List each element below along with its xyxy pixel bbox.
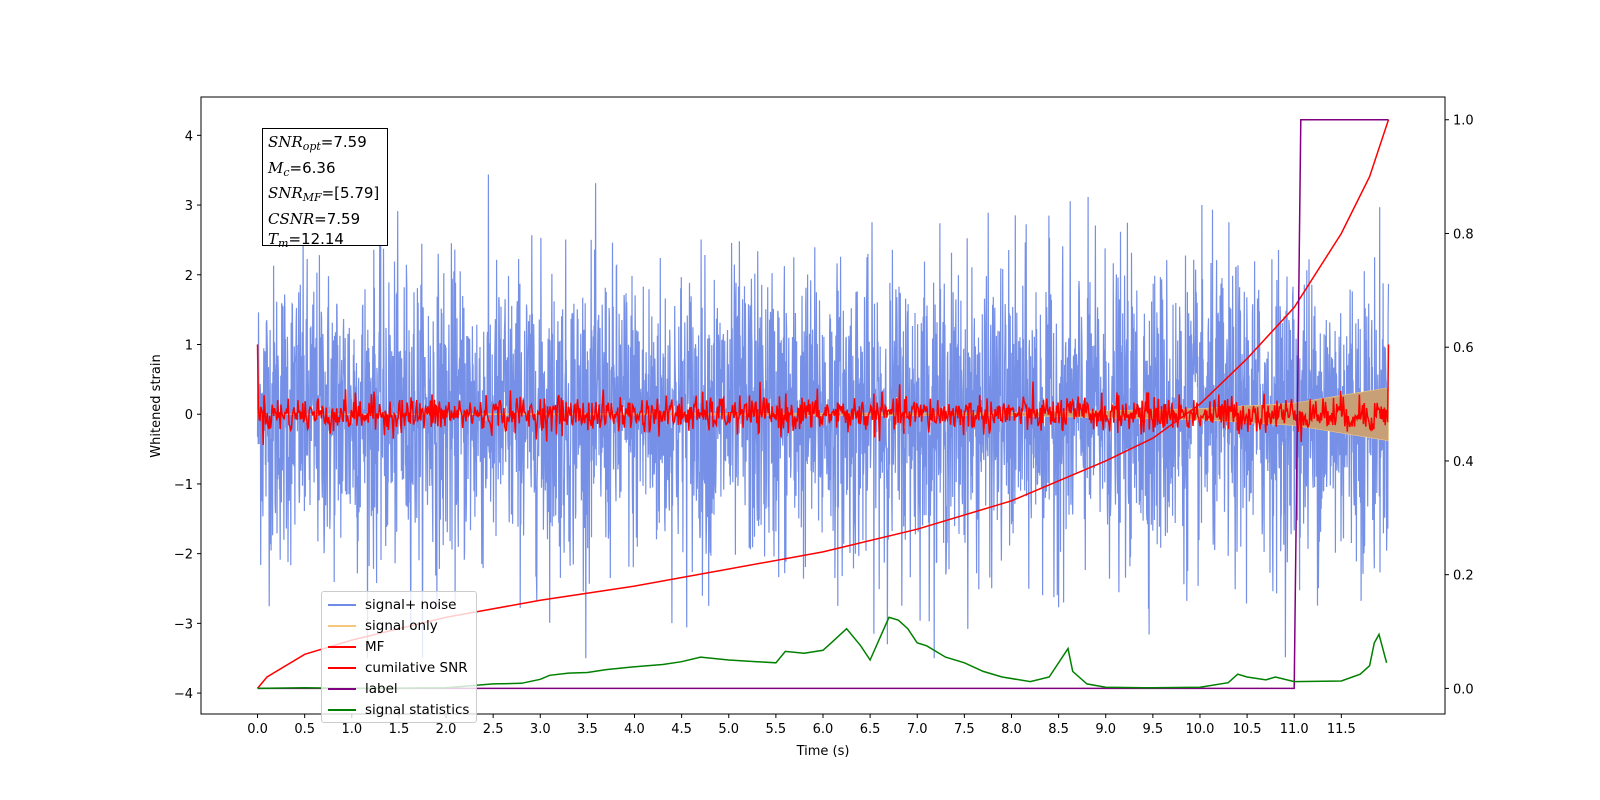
legend-item-signal-only: signal only [328,615,476,636]
x-tick-label: 11.0 [1280,722,1309,737]
legend: signal+ noise signal only MF cumilative … [321,591,477,723]
x-tick-label: 9.0 [1095,722,1116,737]
legend-swatch [328,666,356,669]
x-tick-label: 6.5 [860,722,881,737]
x-axis-label: Time (s) [796,744,850,759]
x-tick-label: 10.0 [1185,722,1214,737]
plot-area [256,118,1390,690]
snr-opt-line: SNRopt=7.59 [268,133,367,153]
x-tick-label: 0.0 [247,722,268,737]
legend-swatch [328,645,356,648]
x-tick-label: 6.0 [813,722,834,737]
series-mf [256,344,1390,445]
y-tick-label: −4 [174,687,193,702]
legend-swatch [328,624,356,627]
y-axis-left: −4 −3 −2 −1 0 1 2 3 4 [174,129,201,702]
snr-mf-line: SNRMF=[5.79] [268,184,380,204]
x-tick-label: 3.5 [577,722,598,737]
y-tick-label: −1 [174,478,193,493]
x-tick-label: 5.0 [718,722,739,737]
y-tick-label: 1 [185,338,193,353]
y2-tick-label: 0.0 [1453,682,1474,697]
x-tick-label: 8.5 [1048,722,1069,737]
y-tick-label: −2 [174,548,193,563]
mc-line: Mc=6.36 [268,158,336,179]
legend-swatch [328,708,356,711]
y-axis-right: 0.0 0.2 0.4 0.6 0.8 1.0 [1445,114,1474,697]
snr-info-box: SNRopt=7.59 Mc=6.36 SNRMF=[5.79] CSNR=7.… [262,128,388,250]
y-tick-label: 0 [185,408,193,423]
x-tick-label: 11.5 [1327,722,1356,737]
y2-tick-label: 1.0 [1453,114,1474,129]
legend-swatch [328,687,356,690]
y2-tick-label: 0.4 [1453,455,1474,470]
x-tick-label: 10.5 [1233,722,1262,737]
x-tick-label: 8.0 [1001,722,1022,737]
y2-tick-label: 0.8 [1453,227,1474,242]
series-signal-noise [256,174,1390,659]
x-axis: 0.0 0.5 1.0 1.5 2.0 2.5 3.0 3.5 4.0 4.5 5.0 5.5 6.0 6… [247,714,1356,737]
legend-item-signal-statistics: signal statistics [328,699,476,720]
x-tick-label: 5.5 [766,722,787,737]
legend-item-signal-noise: signal+ noise [328,594,476,615]
x-tick-label: 4.5 [671,722,692,737]
x-tick-label: 2.0 [436,722,457,737]
x-tick-label: 3.0 [530,722,551,737]
legend-item-cumulative-snr: cumilative SNR [328,657,476,678]
x-tick-label: 1.5 [389,722,410,737]
legend-item-label: label [328,678,476,699]
legend-item-mf: MF [328,636,476,657]
y2-tick-label: 0.6 [1453,341,1474,356]
x-tick-label: 0.5 [294,722,315,737]
x-tick-label: 9.5 [1143,722,1164,737]
y-tick-label: 2 [185,269,193,284]
tm-line: Tm=12.14 [268,230,344,250]
x-tick-label: 7.0 [907,722,928,737]
series-label [257,118,1389,690]
series-signal-statistics [257,616,1388,690]
y-tick-label: 3 [185,199,193,214]
y-tick-label: −3 [174,617,193,632]
csnr-line: CSNR=7.59 [268,209,361,228]
x-tick-label: 4.0 [624,722,645,737]
y-axis-label: Whitened strain [149,354,164,457]
x-tick-label: 1.0 [341,722,362,737]
x-tick-label: 7.5 [954,722,975,737]
y2-tick-label: 0.2 [1453,569,1474,584]
legend-swatch [328,603,356,606]
x-tick-label: 2.5 [483,722,504,737]
y-tick-label: 4 [185,129,193,144]
